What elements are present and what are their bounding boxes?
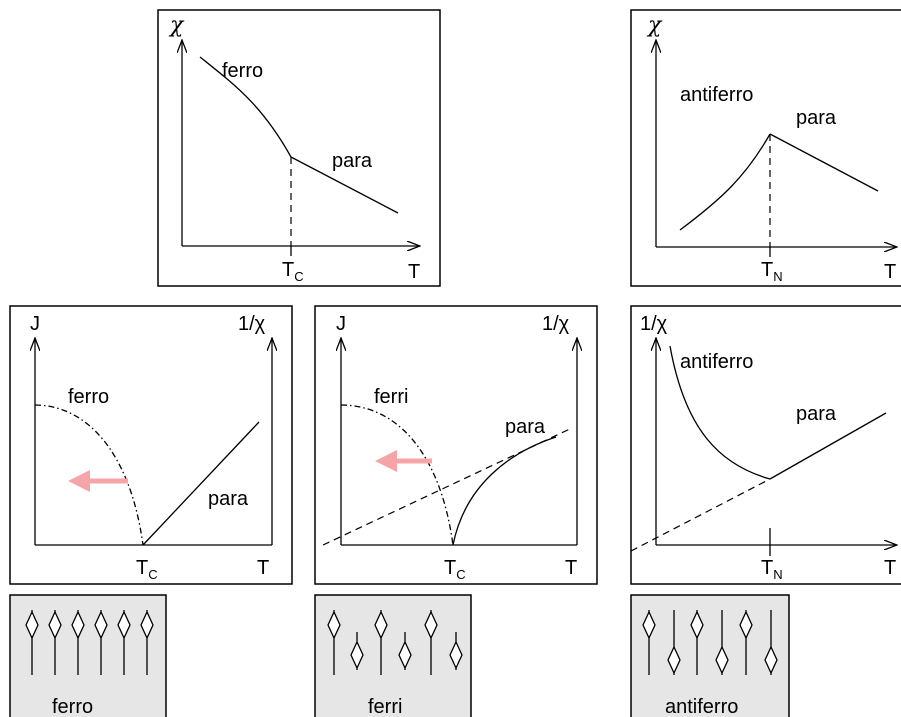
- extrapolation-line: [630, 478, 771, 552]
- curve-label-ferro: ferro: [222, 60, 263, 82]
- x-axis-label: T: [884, 261, 896, 283]
- curve-label-ferri: ferri: [374, 386, 408, 408]
- curve-label-antiferro: antiferro: [680, 84, 753, 106]
- spin-arrows-ferro: [25, 610, 154, 675]
- ferri-order-curve: [340, 404, 454, 546]
- spin-box-label: ferro: [52, 696, 93, 717]
- para-curve: [290, 156, 399, 214]
- para-line: [142, 421, 260, 546]
- spin-arrows-antiferro: [642, 610, 778, 675]
- y-axis-label: 1/χ: [640, 313, 668, 335]
- spin-box-ferro: ferro: [9, 594, 167, 717]
- x-axis-label: T: [408, 261, 420, 283]
- curve-label-para: para: [332, 150, 373, 172]
- panel-ferro-inverse: J 1/χ T TC ferro para: [9, 305, 293, 585]
- para-curve: [452, 436, 557, 546]
- curve-label-para: para: [208, 488, 249, 510]
- tick-label: TN: [761, 259, 783, 284]
- cooling-arrow: [68, 470, 128, 492]
- x-axis-label: T: [565, 557, 577, 579]
- y-axis-right-label: 1/χ: [238, 313, 266, 335]
- panel-antiferro-inverse: 1/χ T TN antiferro para: [630, 305, 901, 585]
- antiferro-curve: [669, 345, 771, 480]
- panel-ferro-susceptibility: χ T TC ferro para: [157, 9, 441, 287]
- y-axis-label: χ: [646, 13, 663, 38]
- curve-label-para: para: [796, 107, 837, 129]
- ferro-order-curve: [34, 404, 144, 546]
- curve-label-para: para: [796, 403, 837, 425]
- y-axis-label: χ: [168, 13, 185, 38]
- spin-box-ferri: ferri: [314, 594, 472, 717]
- para-line: [769, 412, 887, 480]
- tick-label: TC: [282, 259, 304, 284]
- spin-box-label: antiferro: [665, 696, 738, 717]
- spin-box-antiferro: antiferro: [630, 594, 790, 717]
- y-axis-left-label: J: [336, 313, 346, 335]
- y-axis-right-label: 1/χ: [542, 313, 570, 335]
- panel-ferri-inverse: J 1/χ T TC ferri para: [314, 305, 598, 585]
- para-curve: [769, 133, 879, 192]
- curve-label-ferro: ferro: [68, 386, 109, 408]
- antiferro-curve: [679, 133, 771, 231]
- tick-label: TC: [136, 557, 158, 582]
- x-axis-label: T: [257, 557, 269, 579]
- y-axis-left-label: J: [30, 313, 40, 335]
- spin-box-label: ferri: [368, 696, 402, 717]
- tick-label: TC: [444, 557, 466, 582]
- curve-label-para: para: [505, 416, 546, 438]
- asymptote-line: [322, 427, 573, 546]
- ferro-curve: [199, 56, 292, 158]
- spin-arrows-ferri: [327, 610, 463, 675]
- panel-antiferro-susceptibility: χ T TN antiferro para: [630, 9, 901, 287]
- tick-label: TN: [761, 557, 783, 582]
- cooling-arrow: [375, 450, 432, 472]
- curve-label-antiferro: antiferro: [680, 351, 753, 373]
- x-axis-label: T: [884, 557, 896, 579]
